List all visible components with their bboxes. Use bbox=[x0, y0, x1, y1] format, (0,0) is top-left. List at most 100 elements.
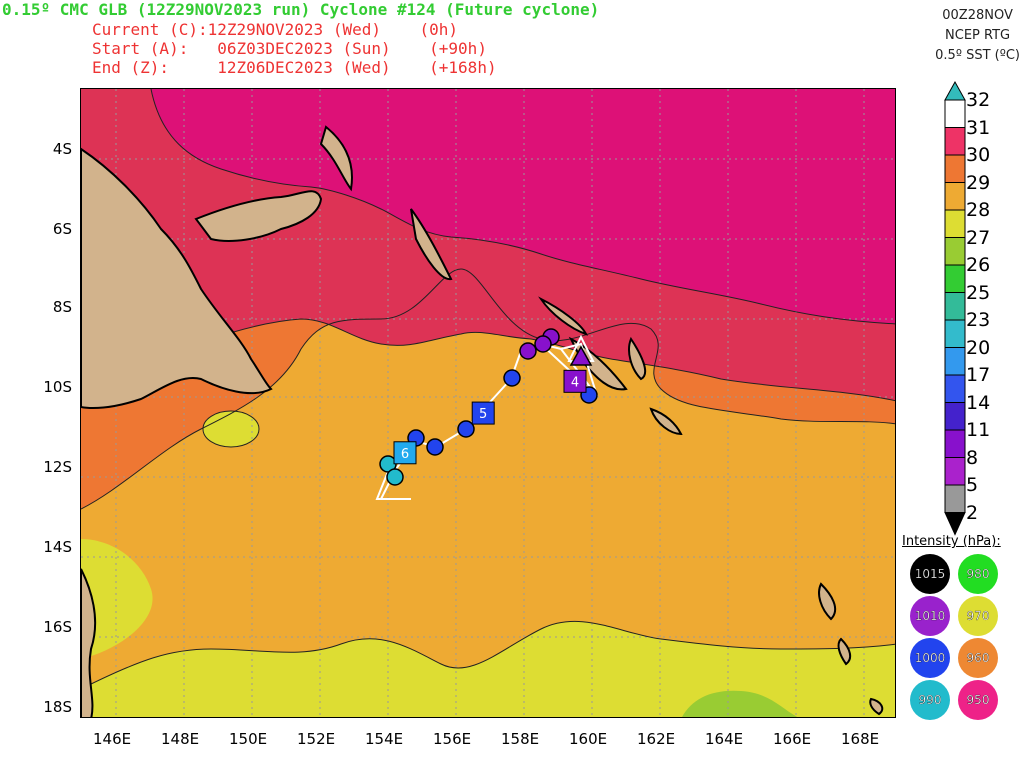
longitude-label: 166E bbox=[773, 730, 812, 748]
colorbar-label: 29 bbox=[966, 171, 991, 194]
track-point-1000 bbox=[457, 420, 475, 438]
santa-isabel-island bbox=[538, 296, 588, 336]
track-point-1000 bbox=[503, 369, 521, 387]
colorbar-label: 23 bbox=[966, 309, 991, 331]
colorbar-label: 32 bbox=[966, 89, 991, 111]
land bbox=[81, 125, 884, 717]
colorbar-label: 27 bbox=[966, 226, 991, 249]
longitude-label: 152E bbox=[297, 730, 336, 748]
latitude-label: 10S bbox=[43, 378, 72, 396]
latitude-label: 18S bbox=[43, 698, 72, 716]
colorbar-label: 11 bbox=[966, 419, 991, 441]
colorbar-segment bbox=[944, 237, 966, 266]
longitude-label: 146E bbox=[93, 730, 132, 748]
new-ireland-island bbox=[319, 125, 353, 192]
vanuatu-espiritu-santo bbox=[818, 582, 837, 621]
intensity-swatch: 1010 bbox=[910, 596, 950, 636]
colorbar-segment bbox=[944, 484, 966, 513]
track-point-1010 bbox=[534, 335, 552, 353]
vanuatu-malakula bbox=[837, 637, 852, 666]
colorbar-segment bbox=[944, 319, 966, 348]
sst-map: 4 5 6 bbox=[80, 88, 896, 718]
colorbar-label: 8 bbox=[966, 446, 979, 469]
colorbar-label: 14 bbox=[966, 391, 991, 414]
san-cristobal-island bbox=[649, 407, 683, 436]
colorbar-segment bbox=[944, 402, 966, 431]
vanuatu-efate bbox=[869, 697, 884, 716]
latitude-label: 12S bbox=[43, 458, 72, 476]
start-time-line: Start (A): 06Z03DEC2023 (Sun) (+90h) bbox=[92, 39, 487, 58]
cyclone-track: 4 5 6 bbox=[375, 328, 598, 500]
sst-27-region bbox=[81, 539, 153, 659]
sst-run-time: 00Z28NOV bbox=[942, 8, 1013, 23]
sst-source: NCEP RTG bbox=[945, 28, 1011, 43]
longitude-label: 150E bbox=[229, 730, 268, 748]
colorbar-label: 26 bbox=[966, 254, 991, 276]
colorbar-segment bbox=[944, 127, 966, 156]
colorbar-label: 2 bbox=[966, 501, 979, 524]
latitude-label: 6S bbox=[52, 220, 72, 238]
longitude-label: 164E bbox=[705, 730, 744, 748]
latitude-label: 16S bbox=[43, 618, 72, 636]
intensity-swatch: 1000 bbox=[910, 638, 950, 678]
track-day-label: 4 bbox=[571, 375, 579, 390]
colorbar-label: 28 bbox=[966, 199, 991, 221]
intensity-swatch: 960 bbox=[958, 638, 998, 678]
longitude-label: 148E bbox=[161, 730, 200, 748]
longitude-label: 168E bbox=[841, 730, 880, 748]
colorbar-segment bbox=[944, 429, 966, 458]
colorbar-label: 20 bbox=[966, 336, 991, 359]
intensity-swatch: 1015 bbox=[910, 554, 950, 594]
track-day-label: 5 bbox=[479, 407, 487, 422]
current-time-line: Current (C):12Z29NOV2023 (Wed) (0h) bbox=[92, 20, 459, 39]
track-point-1010 bbox=[519, 342, 537, 360]
colorbar-top-arrow bbox=[944, 80, 966, 101]
map-canvas: 4 5 6 bbox=[81, 89, 895, 717]
queensland-coast bbox=[81, 568, 97, 717]
longitude-label: 162E bbox=[637, 730, 676, 748]
sst-source-label: 00Z28NOV NCEP RTG 0.5º SST (ºC) bbox=[935, 6, 1020, 66]
track-point-1010-triangle bbox=[569, 345, 593, 366]
colorbar-label: 30 bbox=[966, 144, 991, 166]
malaita-island bbox=[628, 336, 647, 381]
intensity-legend-title: Intensity (hPa): bbox=[902, 534, 1001, 549]
colorbar-bottom-arrow bbox=[944, 512, 966, 536]
track-point-990 bbox=[386, 468, 404, 486]
longitude-label: 158E bbox=[501, 730, 540, 748]
track-day-marker bbox=[393, 441, 417, 465]
longitude-label: 154E bbox=[365, 730, 404, 748]
track-day-label: 6 bbox=[401, 447, 409, 462]
intensity-swatch: 950 bbox=[958, 680, 998, 720]
sst-26-region bbox=[682, 690, 798, 717]
colorbar-label: 31 bbox=[966, 116, 991, 139]
track-day-marker bbox=[471, 401, 495, 425]
intensity-swatch: 980 bbox=[958, 554, 998, 594]
colorbar-label: 5 bbox=[966, 474, 979, 496]
intensity-swatch: 970 bbox=[958, 596, 998, 636]
longitude-label: 160E bbox=[569, 730, 608, 748]
graticule bbox=[81, 89, 895, 717]
colorbar-segment bbox=[944, 457, 966, 486]
sst-colorbar bbox=[944, 80, 966, 536]
bougainville-island bbox=[410, 208, 453, 281]
colorbar-segment bbox=[944, 374, 966, 403]
colorbar-segment bbox=[944, 209, 966, 238]
track-day-markers: 4 5 6 bbox=[393, 369, 587, 465]
colorbar-segment bbox=[944, 99, 966, 128]
new-guinea-landmass bbox=[81, 147, 273, 409]
track-day-marker bbox=[563, 369, 587, 393]
track-point-1000 bbox=[426, 438, 444, 456]
colorbar-label: 17 bbox=[966, 364, 991, 386]
sst-resolution: 0.5º SST (ºC) bbox=[935, 48, 1020, 63]
new-britain-island bbox=[194, 190, 323, 242]
colorbar-segment bbox=[944, 347, 966, 376]
longitude-label: 156E bbox=[433, 730, 472, 748]
end-time-line: End (Z): 12Z06DEC2023 (Wed) (+168h) bbox=[92, 58, 497, 77]
sst-27-south-region bbox=[81, 621, 895, 717]
latitude-label: 4S bbox=[52, 140, 72, 158]
chart-title: 0.15º CMC GLB (12Z29NOV2023 run) Cyclone… bbox=[2, 0, 600, 19]
intensity-swatch: 990 bbox=[910, 680, 950, 720]
colorbar-segment bbox=[944, 264, 966, 293]
latitude-label: 14S bbox=[43, 538, 72, 556]
colorbar-segment bbox=[944, 182, 966, 211]
